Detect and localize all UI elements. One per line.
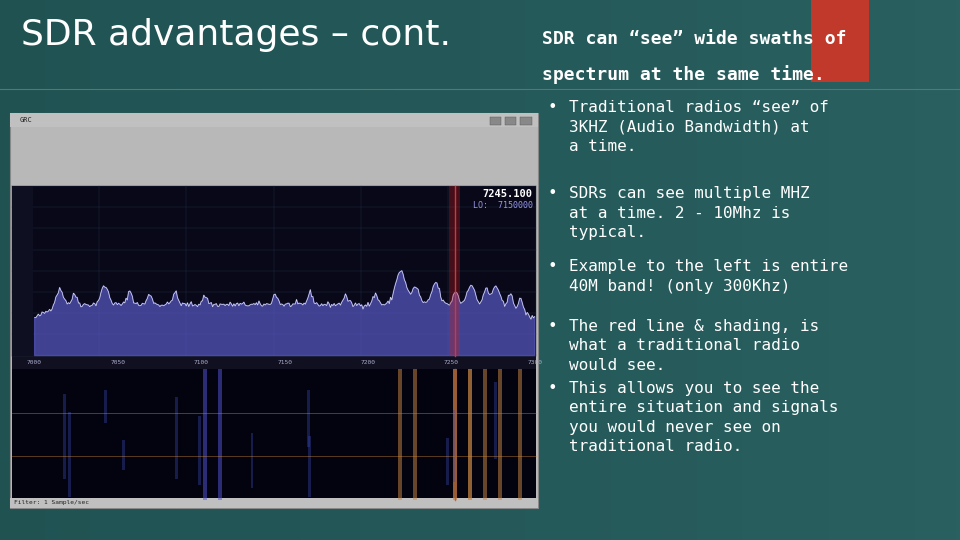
Bar [10, 498, 538, 508]
Text: SDR advantages – cont.: SDR advantages – cont. [21, 18, 451, 52]
Text: •: • [547, 186, 557, 201]
Bar [10, 113, 538, 127]
Text: 7200: 7200 [361, 360, 375, 365]
Bar [12, 186, 536, 355]
Bar [520, 117, 532, 125]
Text: GRC: GRC [19, 117, 32, 123]
Text: SDRs can see multiple MHZ
at a time. 2 - 10Mhz is
typical.: SDRs can see multiple MHZ at a time. 2 -… [569, 186, 810, 240]
Bar [198, 416, 201, 484]
Text: •: • [547, 319, 557, 334]
Text: This allows you to see the
entire situation and signals
you would never see on
t: This allows you to see the entire situat… [569, 381, 839, 454]
Bar [505, 117, 516, 125]
Bar [12, 186, 33, 355]
Bar [63, 394, 66, 479]
Bar [68, 411, 71, 497]
Bar [105, 390, 108, 423]
Bar [446, 438, 449, 485]
Bar [468, 369, 471, 500]
Text: 7150: 7150 [277, 360, 292, 365]
Bar [494, 382, 497, 458]
Bar [203, 369, 206, 500]
Bar [449, 186, 461, 355]
Text: 7250: 7250 [444, 360, 459, 365]
Text: LO:  7150000: LO: 7150000 [473, 201, 533, 210]
Text: SDR can “see” wide swaths of: SDR can “see” wide swaths of [542, 30, 847, 48]
Text: •: • [547, 100, 557, 115]
Bar [498, 369, 502, 500]
Text: •: • [547, 259, 557, 274]
Text: 7300: 7300 [527, 360, 542, 365]
Bar [483, 369, 487, 500]
Bar [218, 369, 222, 500]
Bar [397, 369, 401, 500]
Text: •: • [547, 381, 557, 396]
Bar [10, 113, 538, 508]
Bar [12, 355, 536, 369]
Text: spectrum at the same time.: spectrum at the same time. [542, 65, 826, 84]
Bar [413, 369, 417, 500]
Bar [517, 369, 521, 500]
Bar [251, 434, 253, 488]
Bar [12, 369, 536, 500]
Bar [175, 397, 178, 479]
Bar [308, 436, 311, 497]
Text: 7100: 7100 [194, 360, 208, 365]
Text: 7050: 7050 [110, 360, 126, 365]
Text: Filter: 1 Sample/sec: Filter: 1 Sample/sec [14, 500, 89, 505]
Text: Example to the left is entire
40M band! (only 300Khz): Example to the left is entire 40M band! … [569, 259, 849, 294]
Text: The red line & shading, is
what a traditional radio
would see.: The red line & shading, is what a tradit… [569, 319, 820, 373]
Bar [811, 0, 869, 82]
Bar [453, 369, 457, 500]
Text: Traditional radios “see” of
3KHZ (Audio Bandwidth) at
a time.: Traditional radios “see” of 3KHZ (Audio … [569, 100, 829, 154]
Bar [123, 440, 126, 470]
Text: 7000: 7000 [27, 360, 42, 365]
Bar [453, 410, 456, 482]
Text: 7245.100: 7245.100 [483, 189, 533, 199]
Bar [490, 117, 501, 125]
Bar [307, 390, 310, 447]
Polygon shape [35, 271, 535, 355]
